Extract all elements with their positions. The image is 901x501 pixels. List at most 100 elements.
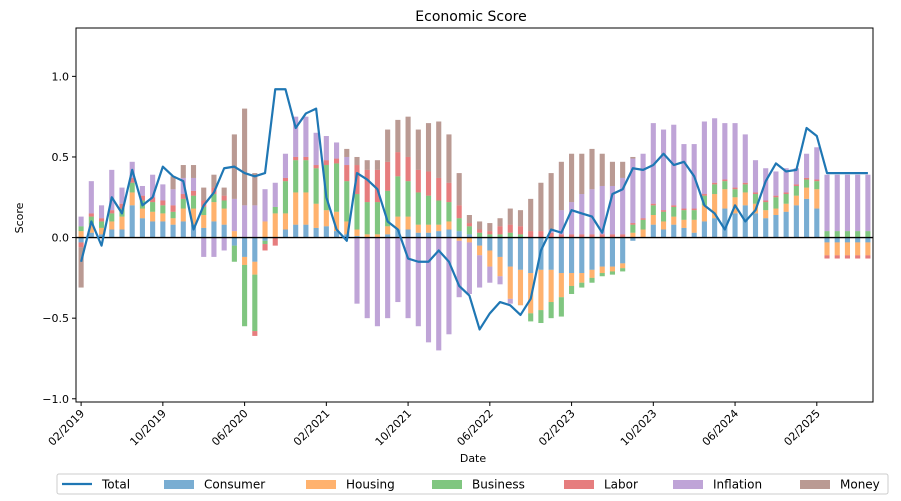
bar-inflation-65 bbox=[742, 134, 748, 183]
bar-labor-21 bbox=[293, 156, 299, 161]
bar-labor-35 bbox=[436, 177, 442, 201]
bar-business-53 bbox=[620, 268, 626, 272]
bar-business-32 bbox=[405, 181, 411, 217]
bar-inflation-52 bbox=[609, 185, 615, 235]
bar-business-74 bbox=[834, 231, 840, 238]
bar-consumer-62 bbox=[712, 218, 718, 238]
x-tick-label: 02/2019 bbox=[46, 407, 88, 449]
bar-business-55 bbox=[640, 219, 646, 230]
bar-inflation-73 bbox=[824, 174, 830, 232]
bar-business-20 bbox=[282, 181, 289, 214]
bar-money-33 bbox=[415, 129, 421, 170]
x-tick-label: 10/2021 bbox=[373, 407, 415, 449]
bar-housing-56 bbox=[650, 215, 656, 225]
bar-consumer-50 bbox=[589, 237, 595, 270]
bar-inflation-76 bbox=[855, 174, 861, 232]
bar-consumer-21 bbox=[293, 224, 299, 238]
bar-business-71 bbox=[804, 179, 810, 188]
bar-inflation-38 bbox=[466, 242, 472, 294]
bar-labor-69 bbox=[783, 192, 789, 195]
bar-money-13 bbox=[211, 174, 217, 188]
bar-inflation-59 bbox=[681, 144, 687, 209]
bar-labor-50 bbox=[589, 234, 595, 238]
bar-consumer-2 bbox=[98, 234, 105, 238]
bar-housing-22 bbox=[303, 192, 309, 225]
bar-business-40 bbox=[487, 234, 493, 238]
bar-inflation-19 bbox=[272, 182, 278, 207]
bar-labor-14 bbox=[221, 195, 227, 201]
bar-labor-34 bbox=[425, 171, 432, 196]
bar-money-27 bbox=[354, 156, 360, 166]
bar-business-5 bbox=[129, 182, 135, 193]
bar-housing-2 bbox=[98, 227, 105, 235]
bar-inflation-74 bbox=[834, 174, 840, 232]
bar-labor-71 bbox=[804, 177, 810, 180]
bar-inflation-62 bbox=[712, 118, 718, 183]
bar-business-22 bbox=[303, 160, 309, 193]
bar-inflation-61 bbox=[701, 121, 707, 195]
bar-housing-46 bbox=[548, 269, 554, 303]
bar-money-52 bbox=[609, 161, 615, 186]
bar-consumer-68 bbox=[773, 215, 779, 238]
bar-consumer-54 bbox=[630, 237, 636, 241]
bar-labor-0 bbox=[78, 242, 84, 248]
bar-consumer-53 bbox=[620, 237, 626, 264]
bar-labor-11 bbox=[190, 190, 197, 196]
bar-labor-23 bbox=[313, 165, 319, 169]
bar-consumer-31 bbox=[395, 229, 401, 238]
bar-inflation-63 bbox=[722, 123, 728, 180]
bar-housing-58 bbox=[671, 216, 677, 225]
bar-housing-13 bbox=[211, 202, 217, 222]
bar-inflation-20 bbox=[282, 153, 289, 178]
bar-housing-65 bbox=[742, 192, 748, 206]
bar-housing-31 bbox=[395, 216, 401, 230]
bar-money-48 bbox=[569, 153, 575, 203]
bar-money-30 bbox=[385, 129, 391, 162]
bar-business-17 bbox=[252, 274, 258, 332]
bar-business-58 bbox=[671, 206, 677, 217]
bar-consumer-3 bbox=[109, 229, 115, 238]
bar-money-34 bbox=[425, 123, 432, 172]
bar-labor-73 bbox=[824, 255, 830, 259]
bar-business-70 bbox=[793, 185, 799, 196]
bar-business-63 bbox=[722, 181, 728, 190]
bar-housing-24 bbox=[323, 210, 329, 227]
bar-business-39 bbox=[477, 232, 483, 238]
bar-business-29 bbox=[374, 202, 380, 235]
bar-business-15 bbox=[231, 245, 237, 262]
bar-money-43 bbox=[517, 210, 524, 227]
bar-labor-48 bbox=[569, 234, 575, 238]
bar-business-54 bbox=[630, 224, 636, 233]
bar-housing-75 bbox=[844, 242, 851, 256]
bar-consumer-74 bbox=[834, 237, 840, 243]
bar-labor-18 bbox=[262, 244, 268, 251]
bar-housing-74 bbox=[834, 242, 840, 256]
bar-labor-32 bbox=[405, 156, 411, 182]
x-tick-label: 06/2020 bbox=[209, 407, 251, 449]
bar-business-31 bbox=[395, 176, 401, 217]
bar-consumer-37 bbox=[456, 231, 462, 238]
bar-money-26 bbox=[344, 148, 350, 157]
bar-inflation-11 bbox=[190, 177, 197, 191]
bar-labor-46 bbox=[548, 232, 554, 238]
bar-business-48 bbox=[569, 285, 575, 294]
bar-labor-70 bbox=[793, 184, 799, 186]
x-tick-label: 10/2019 bbox=[127, 407, 169, 449]
bar-housing-76 bbox=[855, 242, 861, 256]
bar-labor-51 bbox=[599, 234, 605, 238]
bar-business-35 bbox=[436, 200, 442, 225]
bar-business-34 bbox=[425, 195, 432, 225]
bar-housing-1 bbox=[88, 224, 94, 233]
legend-label: Consumer bbox=[204, 478, 265, 492]
bar-money-31 bbox=[395, 119, 401, 153]
bar-consumer-56 bbox=[650, 224, 656, 238]
x-tick-label: 06/2022 bbox=[454, 407, 496, 449]
bar-inflation-3 bbox=[109, 169, 115, 211]
bar-housing-18 bbox=[262, 221, 268, 238]
legend-label: Total bbox=[101, 478, 130, 492]
bar-money-35 bbox=[436, 121, 442, 178]
bar-housing-30 bbox=[385, 226, 391, 235]
bar-business-45 bbox=[538, 310, 544, 324]
bar-money-41 bbox=[497, 218, 503, 227]
bar-consumer-61 bbox=[701, 221, 707, 238]
